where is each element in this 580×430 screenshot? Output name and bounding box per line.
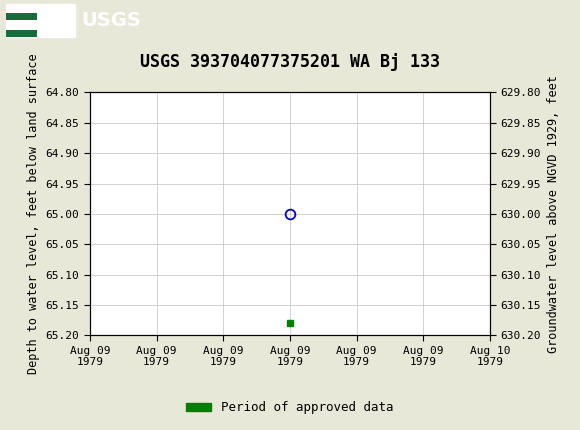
Text: USGS: USGS: [81, 11, 141, 30]
FancyBboxPatch shape: [6, 5, 37, 12]
FancyBboxPatch shape: [6, 4, 75, 37]
FancyBboxPatch shape: [6, 13, 37, 20]
Legend: Period of approved data: Period of approved data: [181, 396, 399, 419]
FancyBboxPatch shape: [6, 22, 37, 28]
Y-axis label: Depth to water level, feet below land surface: Depth to water level, feet below land su…: [27, 54, 40, 374]
FancyBboxPatch shape: [6, 30, 37, 37]
Y-axis label: Groundwater level above NGVD 1929, feet: Groundwater level above NGVD 1929, feet: [546, 75, 560, 353]
Text: USGS 393704077375201 WA Bj 133: USGS 393704077375201 WA Bj 133: [140, 53, 440, 71]
